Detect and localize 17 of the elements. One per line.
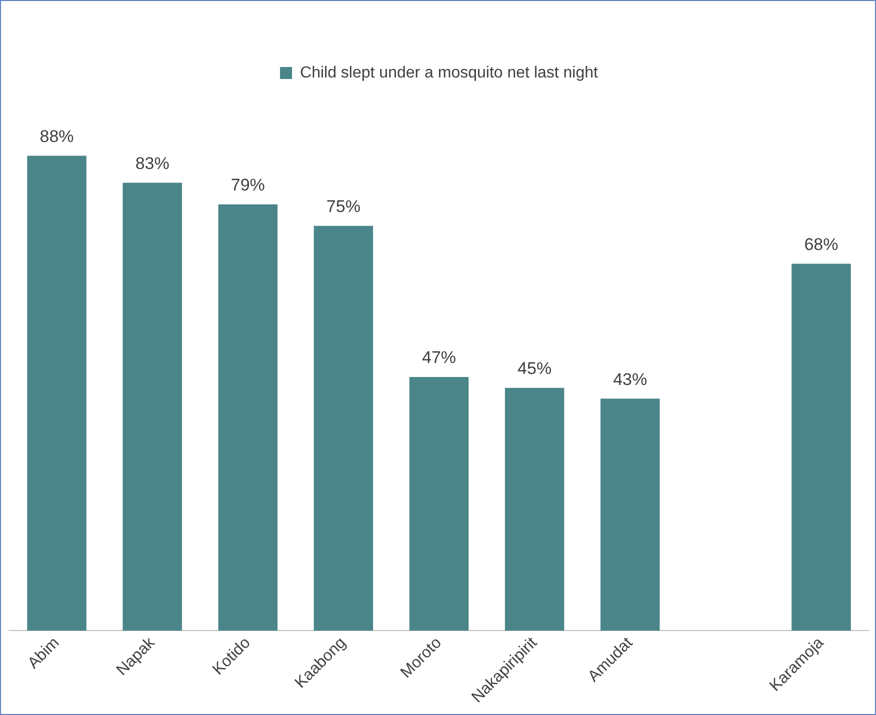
bar [122, 182, 182, 631]
data-label: 45% [518, 359, 552, 378]
bar [218, 204, 278, 631]
data-label: 88% [40, 126, 74, 146]
bar [409, 377, 469, 631]
bar [314, 226, 374, 631]
bar [27, 156, 86, 631]
data-label: 79% [230, 176, 265, 195]
bar [600, 398, 660, 631]
data-label: 43% [613, 370, 648, 389]
bar [504, 388, 564, 631]
data-label: 68% [804, 234, 838, 254]
legend-label: Child slept under a mosquito net last night [300, 64, 599, 82]
data-label: 83% [135, 154, 170, 173]
bar [792, 264, 851, 631]
data-label: 47% [422, 348, 456, 368]
data-label: 75% [326, 197, 360, 216]
